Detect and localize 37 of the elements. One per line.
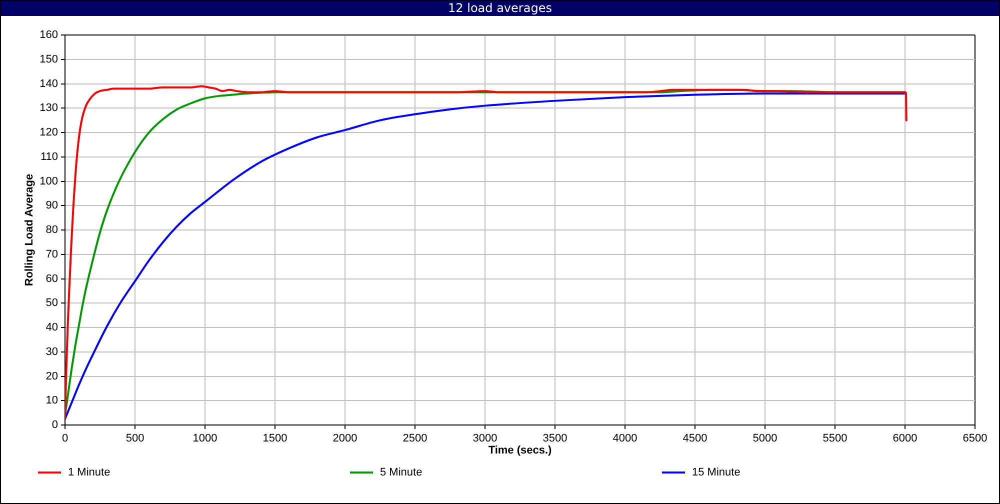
x-tick-label: 2000 [332, 432, 358, 445]
legend-label: 15 Minute [692, 466, 740, 479]
y-tick-label: 90 [46, 200, 58, 212]
y-tick-label: 150 [40, 53, 58, 66]
x-tick-label: 2500 [402, 432, 428, 445]
x-tick-label: 5500 [822, 432, 848, 445]
y-axis-title: Rolling Load Average [24, 174, 36, 286]
x-tick-label: 6000 [892, 432, 918, 445]
y-tick-label: 30 [46, 346, 58, 358]
y-tick-label: 160 [40, 29, 58, 42]
y-tick-label: 110 [40, 150, 58, 163]
x-tick-label: 5000 [752, 432, 778, 445]
x-axis-title: Time (secs.) [488, 444, 552, 456]
x-tick-label: 6500 [962, 432, 988, 445]
y-tick-label: 10 [46, 394, 58, 407]
y-tick-label: 60 [46, 272, 58, 285]
y-tick-label: 120 [40, 126, 58, 139]
x-tick-label: 4000 [612, 432, 638, 445]
y-tick-label: 80 [46, 224, 58, 236]
chart-title: 12 load averages [1, 1, 999, 16]
y-tick-label: 130 [40, 102, 58, 114]
y-tick-label: 0 [52, 419, 58, 432]
x-tick-label: 500 [126, 432, 144, 445]
y-tick-label: 20 [46, 370, 58, 382]
x-tick-label: 4500 [682, 432, 708, 445]
y-tick-label: 70 [46, 248, 58, 260]
y-tick-label: 140 [40, 78, 58, 90]
x-tick-label: 3000 [472, 432, 498, 445]
legend-label: 5 Minute [380, 466, 422, 479]
y-tick-label: 100 [40, 175, 58, 188]
x-tick-label: 1000 [192, 432, 218, 445]
x-tick-label: 1500 [262, 432, 288, 445]
x-tick-label: 3500 [542, 432, 568, 445]
y-tick-label: 40 [46, 322, 58, 334]
legend-label: 1 Minute [68, 466, 110, 479]
y-tick-label: 50 [46, 297, 58, 310]
x-tick-label: 0 [62, 432, 68, 445]
